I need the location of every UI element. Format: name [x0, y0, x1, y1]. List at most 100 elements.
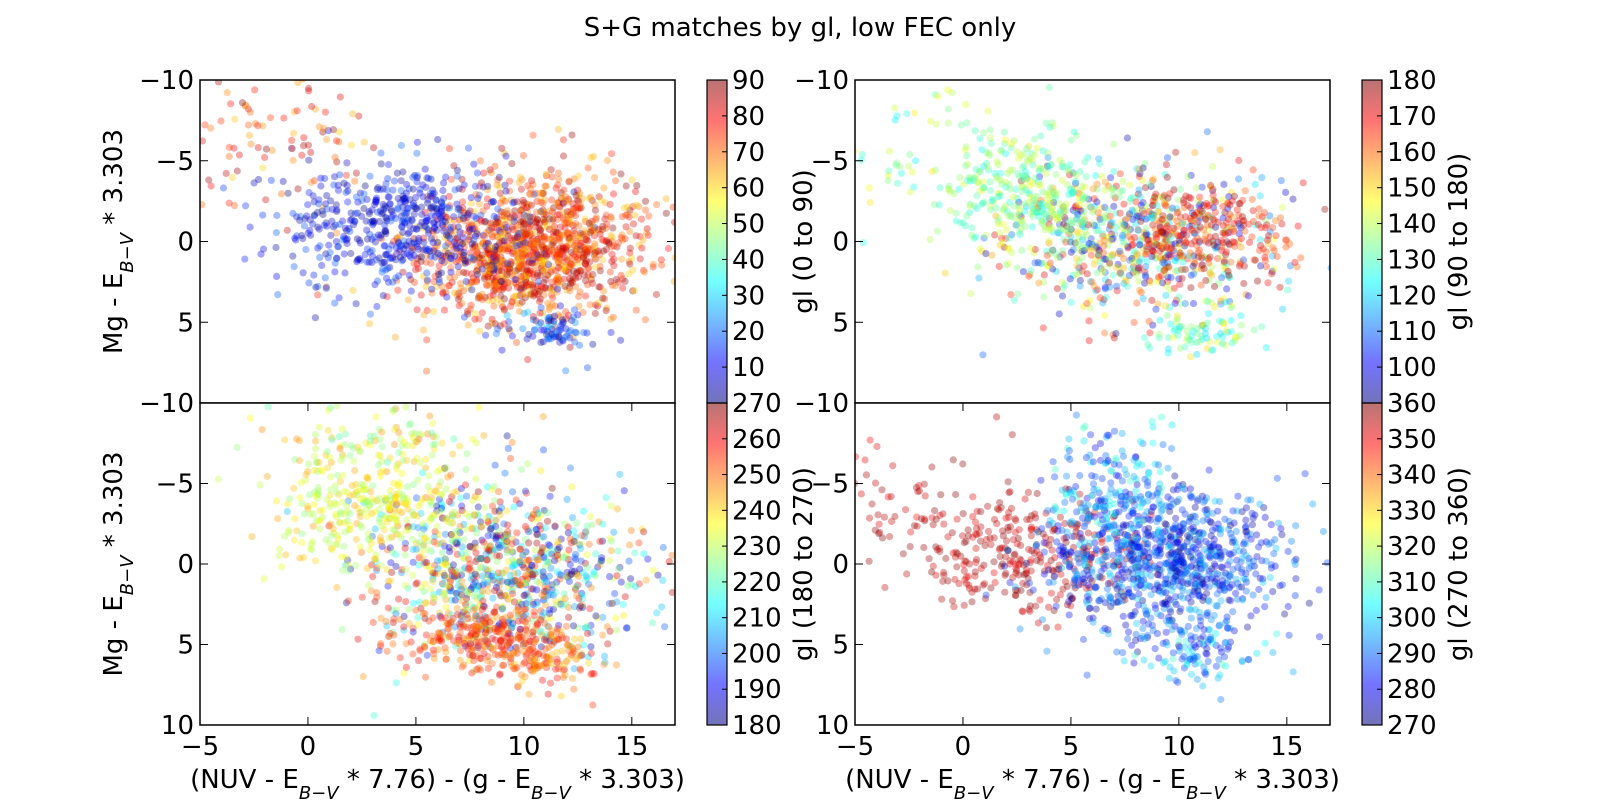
- data-point: [513, 257, 521, 265]
- data-point: [533, 239, 541, 247]
- data-point: [564, 216, 572, 224]
- data-point: [301, 215, 309, 223]
- data-point: [405, 271, 413, 279]
- data-point: [1206, 269, 1214, 277]
- data-point: [503, 261, 511, 269]
- data-point: [363, 564, 371, 573]
- data-point: [501, 274, 510, 282]
- data-point: [396, 530, 404, 538]
- data-point: [454, 511, 462, 519]
- data-point: [518, 561, 526, 569]
- data-point: [501, 229, 509, 237]
- data-point: [579, 254, 588, 262]
- data-point: [419, 554, 427, 562]
- data-point: [601, 295, 609, 303]
- data-point: [507, 260, 515, 268]
- data-point: [606, 627, 614, 635]
- data-point: [534, 556, 542, 564]
- data-point: [622, 223, 630, 231]
- data-point: [522, 579, 530, 588]
- data-point: [1093, 243, 1101, 251]
- data-point: [382, 230, 390, 238]
- data-point: [395, 448, 403, 457]
- data-point: [346, 492, 354, 500]
- data-point: [333, 540, 341, 549]
- data-point: [498, 577, 506, 585]
- data-point: [538, 243, 546, 251]
- data-point: [1108, 252, 1116, 260]
- data-point: [1207, 262, 1216, 271]
- data-point: [472, 630, 480, 638]
- data-point: [549, 331, 557, 339]
- data-point: [1177, 252, 1185, 260]
- data-point: [317, 174, 325, 182]
- data-point: [492, 218, 500, 226]
- data-point: [547, 286, 555, 295]
- data-point: [531, 666, 539, 675]
- data-point: [366, 172, 374, 180]
- data-point: [1226, 274, 1234, 282]
- data-point: [362, 496, 370, 505]
- data-point: [1162, 281, 1170, 289]
- data-point: [319, 210, 327, 219]
- data-point: [577, 557, 585, 565]
- data-point: [608, 599, 616, 608]
- data-point: [541, 284, 549, 292]
- data-point: [405, 237, 413, 245]
- data-point: [495, 582, 503, 590]
- data-point: [416, 253, 424, 261]
- data-point: [608, 234, 616, 242]
- data-point: [1144, 236, 1152, 244]
- data-point: [399, 256, 407, 264]
- data-point: [979, 351, 987, 359]
- data-point: [1218, 318, 1226, 326]
- data-point: [1030, 249, 1038, 257]
- data-point: [1198, 183, 1206, 191]
- data-point: [1149, 247, 1157, 255]
- data-point: [1183, 255, 1191, 263]
- data-point: [1062, 207, 1070, 215]
- data-point: [396, 199, 404, 207]
- data-point: [569, 313, 578, 321]
- data-point: [525, 224, 533, 232]
- data-point: [333, 207, 341, 215]
- data-point: [471, 583, 479, 591]
- data-point: [1193, 234, 1201, 242]
- data-point: [340, 232, 348, 241]
- data-point: [1227, 316, 1235, 324]
- data-point: [1162, 236, 1170, 244]
- data-point: [543, 517, 552, 525]
- data-point: [295, 437, 304, 445]
- data-point: [370, 233, 378, 241]
- data-point: [1245, 238, 1254, 247]
- data-point: [1177, 220, 1185, 228]
- data-point: [1230, 220, 1238, 228]
- data-point: [1062, 200, 1070, 208]
- data-point: [326, 404, 334, 412]
- data-point: [1270, 235, 1278, 243]
- data-point: [405, 251, 414, 259]
- data-point: [321, 108, 329, 116]
- data-point: [1160, 260, 1168, 268]
- data-point: [1081, 183, 1089, 191]
- data-point: [1270, 247, 1278, 255]
- data-point: [492, 256, 500, 264]
- data-point: [1161, 238, 1169, 246]
- data-point: [984, 107, 992, 115]
- data-point: [474, 642, 482, 650]
- data-point: [482, 550, 490, 558]
- data-point: [520, 563, 528, 572]
- data-point: [554, 547, 562, 555]
- data-point: [461, 259, 469, 267]
- data-point: [370, 144, 378, 152]
- data-point: [555, 327, 563, 335]
- data-point: [399, 192, 407, 200]
- data-point: [594, 225, 602, 234]
- data-point: [494, 628, 502, 636]
- data-point: [333, 229, 341, 237]
- data-point: [476, 666, 484, 674]
- data-point: [557, 627, 565, 636]
- data-point: [635, 580, 643, 588]
- data-point: [514, 581, 522, 589]
- data-point: [1101, 312, 1109, 320]
